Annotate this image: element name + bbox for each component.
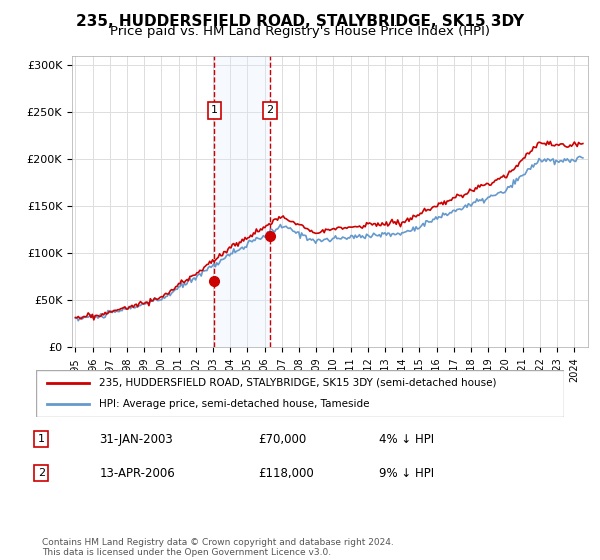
Text: 235, HUDDERSFIELD ROAD, STALYBRIDGE, SK15 3DY (semi-detached house): 235, HUDDERSFIELD ROAD, STALYBRIDGE, SK1… [100, 378, 497, 388]
Bar [214, 56, 269, 347]
Text: Price paid vs. HM Land Registry's House Price Index (HPI): Price paid vs. HM Land Registry's House … [110, 25, 490, 38]
Text: £70,000: £70,000 [258, 432, 306, 446]
Text: 13-APR-2006: 13-APR-2006 [100, 466, 175, 480]
Text: Contains HM Land Registry data © Crown copyright and database right 2024.
This d: Contains HM Land Registry data © Crown c… [42, 538, 394, 557]
Text: 9% ↓ HPI: 9% ↓ HPI [379, 466, 434, 480]
Text: 1: 1 [211, 105, 218, 115]
Text: HPI: Average price, semi-detached house, Tameside: HPI: Average price, semi-detached house,… [100, 399, 370, 409]
FancyBboxPatch shape [36, 370, 564, 417]
Text: £118,000: £118,000 [258, 466, 314, 480]
Text: 1: 1 [38, 434, 45, 444]
Text: 235, HUDDERSFIELD ROAD, STALYBRIDGE, SK15 3DY: 235, HUDDERSFIELD ROAD, STALYBRIDGE, SK1… [76, 14, 524, 29]
Text: 4% ↓ HPI: 4% ↓ HPI [379, 432, 434, 446]
Text: 31-JAN-2003: 31-JAN-2003 [100, 432, 173, 446]
Text: 2: 2 [266, 105, 273, 115]
Text: 2: 2 [38, 468, 45, 478]
